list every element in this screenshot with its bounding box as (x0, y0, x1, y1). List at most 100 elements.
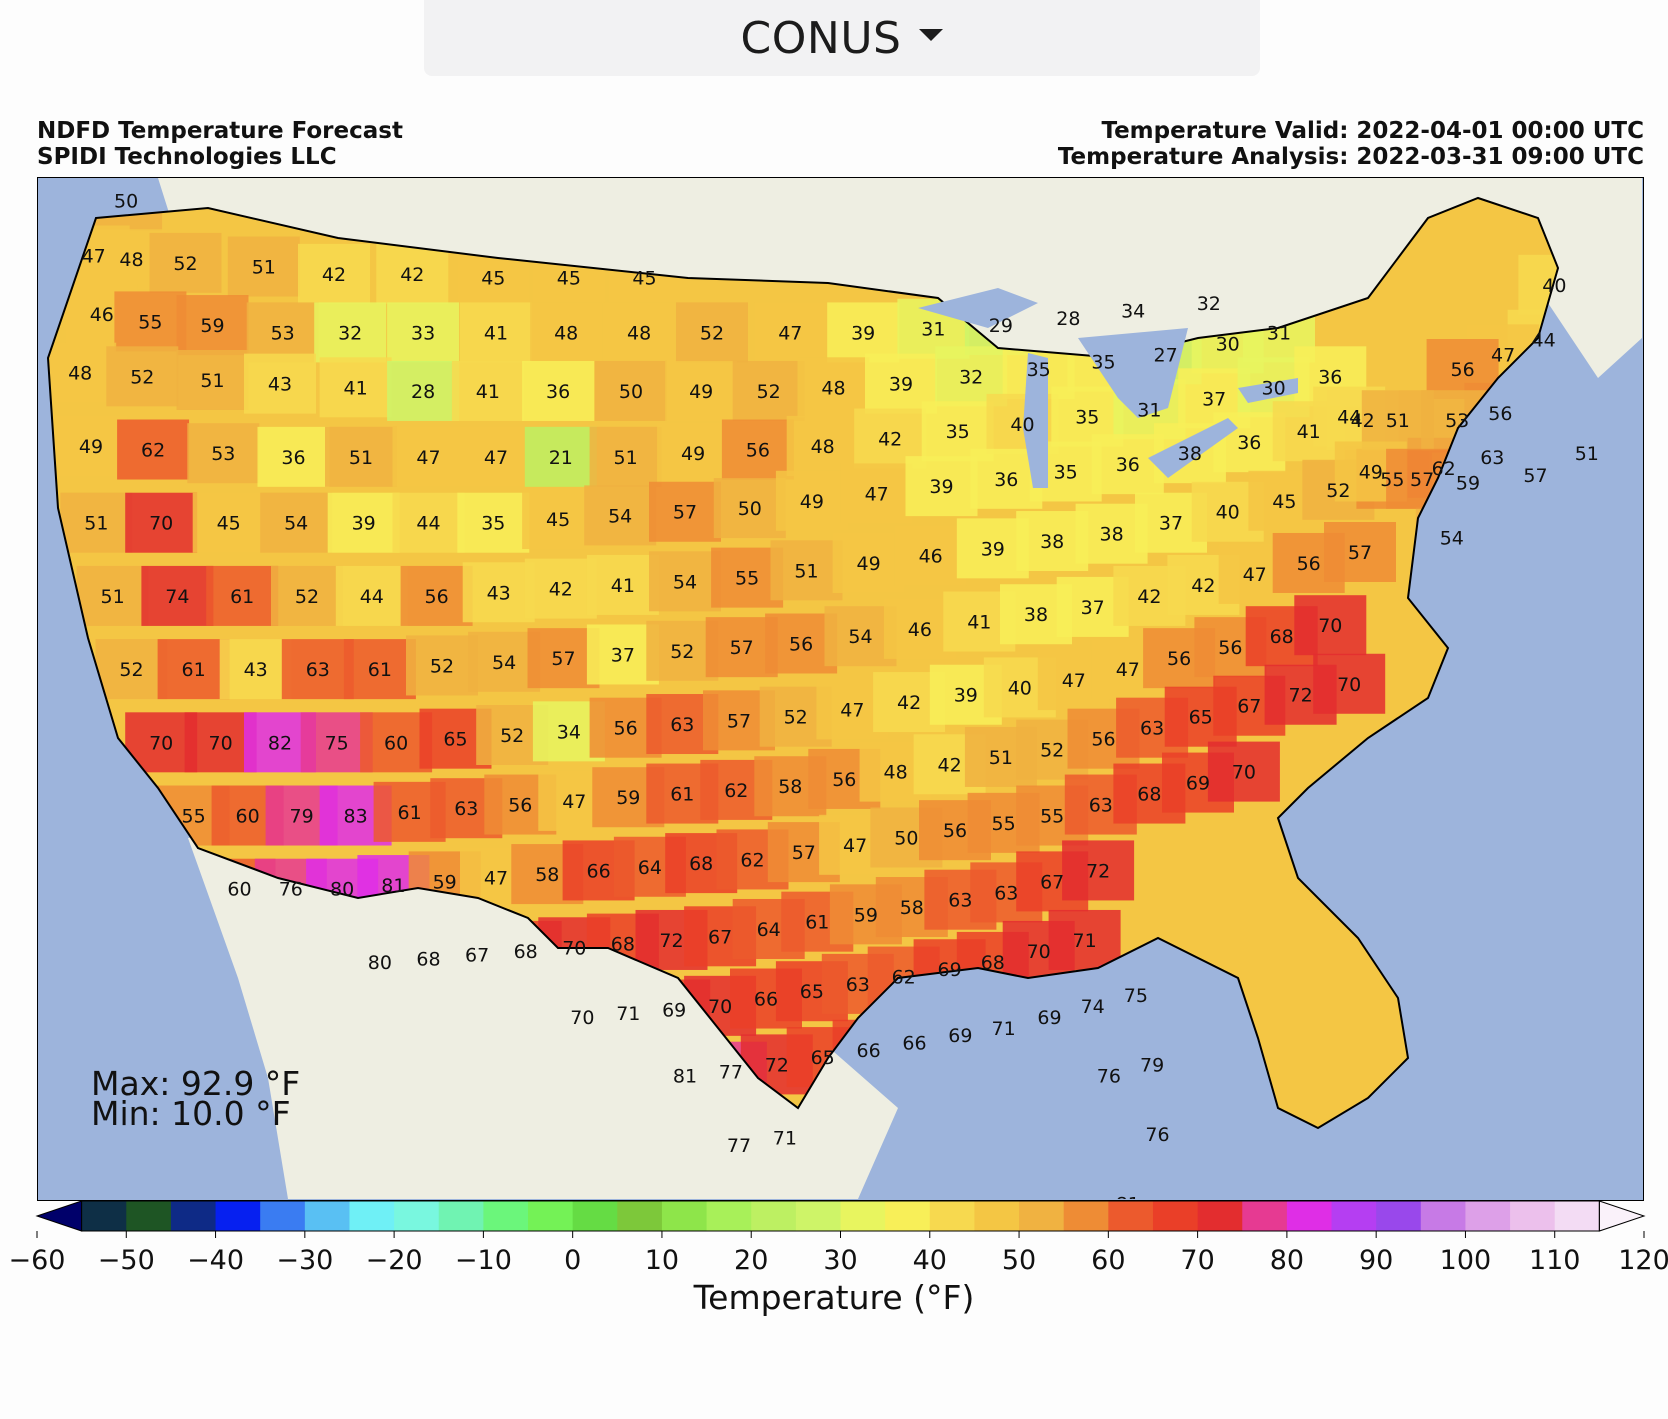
colorbar-segment (438, 1201, 484, 1231)
temp-label: 65 (811, 1047, 835, 1069)
temp-label: 55 (1040, 806, 1064, 828)
temp-label: 42 (400, 264, 424, 286)
colorbar-extend-low (35, 1200, 83, 1232)
temp-label: 51 (794, 560, 818, 582)
colorbar-segment (170, 1201, 217, 1231)
temp-label: 58 (778, 776, 802, 798)
temperature-map[interactable]: 50 47 48 52 51 42 42 45 45 45 46 55 59 53 32 33 41 48 48 52… (37, 177, 1644, 1201)
temp-label: 36 (281, 447, 305, 469)
region-selector[interactable]: CONUS (424, 0, 1260, 76)
temp-label: 36 (1237, 432, 1261, 454)
temp-label: 63 (1089, 795, 1113, 817)
colorbar-segment (215, 1201, 261, 1231)
temp-label: 71 (1073, 930, 1097, 952)
temp-label: 54 (492, 652, 516, 674)
temp-label: 59 (433, 871, 457, 893)
temp-label: 67 (1040, 871, 1064, 893)
temp-label: 52 (295, 586, 319, 608)
temp-label: 68 (981, 952, 1005, 974)
temp-label: 51 (614, 447, 638, 469)
temp-label: 55 (1380, 469, 1404, 491)
colorbar-tick-label: 40 (913, 1245, 947, 1275)
region-selector-label: CONUS (740, 12, 902, 64)
temp-label: 60 (236, 806, 260, 828)
colorbar-segment (81, 1201, 127, 1231)
temp-label: 45 (217, 513, 241, 535)
temp-label: 47 (843, 835, 867, 857)
temp-label: 70 (149, 732, 173, 754)
temp-label: 30 (1262, 377, 1286, 399)
lake-huron (1078, 328, 1188, 418)
temp-label: 51 (989, 747, 1013, 769)
lake-erie (1148, 418, 1238, 478)
temp-label: 47 (1491, 344, 1515, 366)
temp-label: 31 (921, 319, 945, 341)
temp-label: 58 (535, 864, 559, 886)
temp-label: 70 (562, 937, 586, 959)
temp-label: 28 (411, 381, 435, 403)
colorbar-segment (1465, 1201, 1511, 1231)
mexico-land (188, 818, 898, 1199)
temp-label: 50 (619, 381, 643, 403)
colorbar-tick-label: 0 (564, 1245, 581, 1275)
temp-label: 56 (746, 440, 770, 462)
temp-label: 43 (268, 374, 292, 396)
temp-label: 76 (279, 879, 303, 901)
temp-label: 32 (338, 322, 362, 344)
temp-label: 82 (268, 732, 292, 754)
colorbar-tick-label: −20 (366, 1245, 423, 1275)
temp-label: 61 (182, 659, 206, 681)
temp-label: 42 (549, 579, 573, 601)
temp-label: 63 (846, 974, 870, 996)
temp-label: 62 (724, 780, 748, 802)
temp-label: 56 (1451, 359, 1475, 381)
temp-label: 41 (484, 322, 508, 344)
colorbar-segment (483, 1201, 529, 1231)
temp-label: 51 (1575, 443, 1599, 465)
temp-label: 49 (800, 491, 824, 513)
temp-label: 63 (1480, 447, 1504, 469)
temp-label: 48 (554, 322, 578, 344)
temp-label: 72 (659, 930, 683, 952)
temp-label: 52 (784, 707, 808, 729)
colorbar-segment (304, 1201, 350, 1231)
temp-label: 44 (1532, 330, 1556, 352)
temp-label: 70 (1027, 941, 1051, 963)
temp-label: 63 (948, 890, 972, 912)
temp-label: 47 (840, 699, 864, 721)
temp-label: 56 (614, 718, 638, 740)
temp-label: 70 (570, 1007, 594, 1029)
temp-label: 56 (508, 795, 532, 817)
temp-label: 70 (1337, 674, 1361, 696)
colorbar-segment (1019, 1201, 1065, 1231)
temp-label: 35 (1027, 359, 1051, 381)
temp-label: 70 (149, 513, 173, 535)
temp-label: 63 (454, 798, 478, 820)
temp-label: 44 (416, 513, 440, 535)
temp-label: 45 (546, 509, 570, 531)
temp-label: 48 (821, 377, 845, 399)
temp-label: 56 (1167, 648, 1191, 670)
temp-label: 61 (368, 659, 392, 681)
colorbar-segment (751, 1201, 797, 1231)
temp-label: 52 (430, 655, 454, 677)
temp-label: 54 (608, 505, 632, 527)
temp-label: 33 (411, 322, 435, 344)
temp-label: 39 (889, 374, 913, 396)
temp-label: 41 (611, 575, 635, 597)
colorbar-segment (1510, 1201, 1556, 1231)
temp-label: 42 (878, 429, 902, 451)
colorbar-segment (661, 1201, 708, 1231)
temp-label: 39 (352, 513, 376, 535)
temp-label: 53 (211, 443, 235, 465)
colorbar-segment (1286, 1201, 1333, 1231)
temp-label: 81 (1116, 1193, 1140, 1199)
temp-label: 63 (1140, 718, 1164, 740)
temp-label: 50 (114, 191, 138, 213)
temp-label: 59 (616, 787, 640, 809)
temp-label: 66 (587, 860, 611, 882)
temp-label: 39 (851, 322, 875, 344)
lake-ontario (1238, 378, 1298, 403)
temp-label: 68 (1270, 626, 1294, 648)
colorbar-label: Temperature (°F) (693, 1278, 975, 1317)
